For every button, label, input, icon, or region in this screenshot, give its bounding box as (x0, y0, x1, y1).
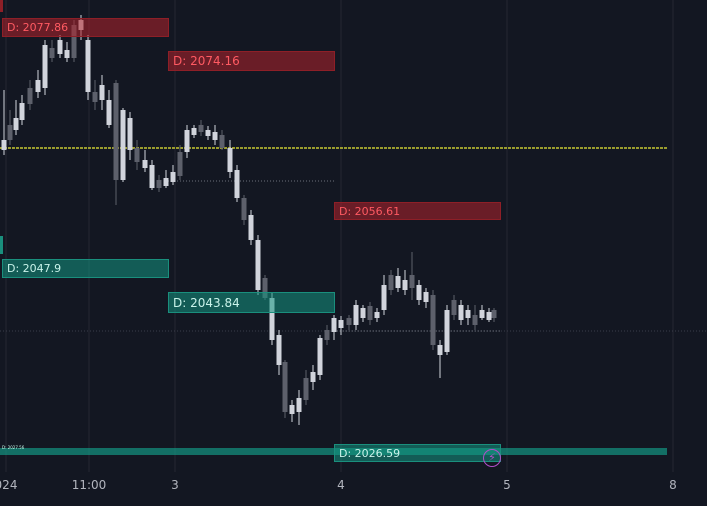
time-tick-1: 11:00 (71, 478, 107, 492)
candle-body-22 (156, 180, 162, 188)
price-chart[interactable] (0, 0, 707, 472)
support-level-thin[interactable]: D: 2027.56 (0, 445, 667, 455)
candle-body-36 (255, 240, 261, 290)
candle-body-31 (219, 135, 225, 148)
candle-body-24 (170, 172, 176, 182)
candle-body-48 (338, 320, 344, 328)
candle-body-56 (395, 276, 401, 288)
candle-body-25 (177, 152, 183, 176)
candle-body-16 (113, 83, 119, 180)
candle-body-69 (486, 312, 492, 320)
candle-body-63 (444, 310, 450, 352)
candle-body-67 (472, 315, 478, 325)
candle-body-51 (360, 308, 366, 318)
thin-support-label: D: 2027.56 (2, 445, 25, 450)
candle-body-6 (42, 45, 48, 88)
candle-body-46 (324, 330, 330, 340)
edge-marker-teal (0, 236, 3, 254)
candle-body-41 (289, 405, 295, 414)
candle-body-59 (416, 285, 422, 300)
candle-body-8 (57, 40, 63, 54)
candle-body-47 (331, 318, 337, 332)
candle-body-27 (191, 128, 197, 135)
candle-body-62 (437, 345, 443, 355)
candle-body-32 (227, 148, 233, 172)
candle-body-60 (423, 292, 429, 302)
support-level-3[interactable]: D: 2026.59 (334, 444, 501, 462)
candle-body-43 (303, 378, 309, 400)
candle-body-12 (85, 40, 91, 92)
candle-body-44 (310, 372, 316, 382)
candle-body-42 (296, 398, 302, 412)
candle-body-18 (127, 118, 133, 150)
candle-body-5 (35, 80, 41, 92)
resistance-level-2[interactable]: D: 2074.16 (168, 51, 335, 71)
candle-body-54 (381, 285, 387, 310)
candle-body-3 (19, 103, 25, 120)
candle-body-39 (276, 335, 282, 365)
candle-body-10 (71, 25, 77, 58)
candle-body-38 (269, 298, 275, 340)
candle-body-4 (27, 88, 33, 104)
candle-body-17 (120, 110, 126, 180)
edge-marker-red (0, 0, 3, 12)
candle-body-1 (7, 125, 13, 140)
chart-canvas[interactable] (0, 0, 707, 472)
candle-body-45 (317, 338, 323, 375)
time-tick-2: 3 (171, 478, 179, 492)
candle-body-0 (1, 140, 7, 150)
time-tick-3: 4 (337, 478, 345, 492)
candle-body-52 (367, 306, 373, 320)
candle-body-61 (430, 295, 436, 345)
candle-body-35 (248, 215, 254, 240)
candle-body-58 (409, 275, 415, 288)
candle-body-33 (234, 170, 240, 198)
support-level-2[interactable]: D: 2043.84 (168, 292, 335, 313)
resistance-level-1[interactable]: D: 2077.86 (2, 18, 169, 37)
candle-body-14 (99, 85, 105, 100)
candle-body-20 (142, 160, 148, 168)
candle-body-19 (134, 148, 140, 162)
candle-body-34 (241, 198, 247, 220)
candle-body-64 (451, 300, 457, 315)
lightning-icon[interactable]: ⚡ (483, 449, 501, 467)
candle-body-37 (262, 278, 268, 298)
time-tick-4: 5 (503, 478, 511, 492)
candle-body-7 (49, 48, 55, 58)
candle-body-65 (458, 305, 464, 320)
candle-body-26 (184, 130, 190, 152)
candle-body-53 (374, 312, 380, 318)
time-tick-0: 024 (0, 478, 18, 492)
candle-body-57 (402, 280, 408, 290)
candle-body-68 (479, 310, 485, 318)
candle-body-23 (163, 178, 169, 186)
candle-body-66 (465, 310, 471, 318)
candle-body-9 (64, 50, 70, 58)
candle-body-30 (212, 132, 218, 140)
candle-body-70 (491, 310, 497, 318)
candle-body-40 (282, 362, 288, 412)
candle-body-13 (92, 92, 98, 102)
resistance-level-3[interactable]: D: 2056.61 (334, 202, 501, 220)
candle-body-55 (388, 275, 394, 290)
time-tick-5: 8 (669, 478, 677, 492)
candle-body-28 (198, 125, 204, 132)
candle-body-49 (346, 318, 352, 325)
candle-body-29 (205, 130, 211, 136)
support-level-1[interactable]: D: 2047.9 (2, 259, 169, 278)
candle-body-15 (106, 100, 112, 125)
candle-body-2 (13, 118, 19, 130)
candle-body-50 (353, 305, 359, 325)
candle-body-21 (149, 165, 155, 188)
